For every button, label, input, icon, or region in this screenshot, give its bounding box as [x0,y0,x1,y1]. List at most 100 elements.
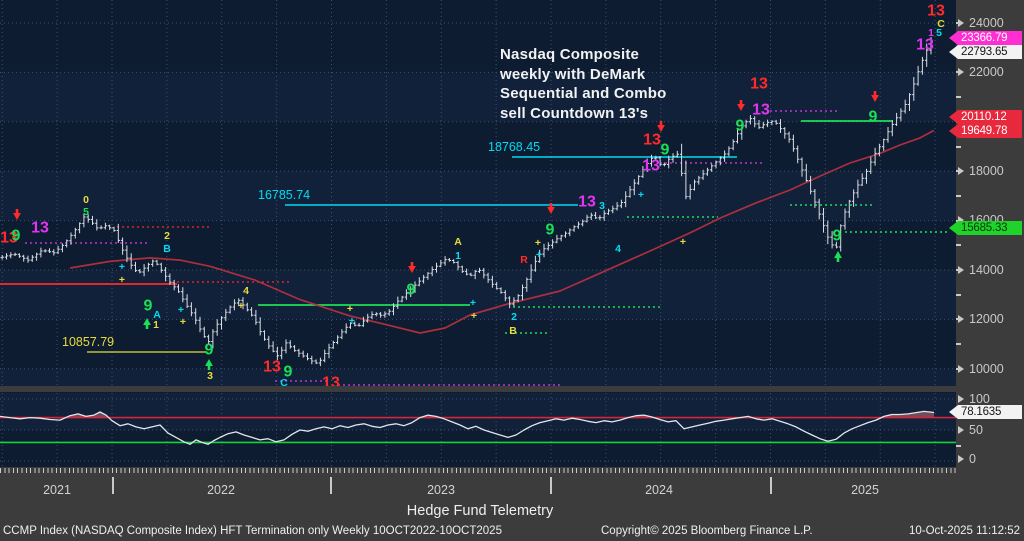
axis-tick-arrow-icon [958,68,964,76]
price-badge: 23366.79 [949,31,1022,45]
demark-count-label: + [471,310,477,322]
demark-count-label: 13 [927,3,945,20]
demark-count-label: 0 [83,194,89,206]
axis-tick-label: 12000 [958,312,1004,326]
price-chart-surface[interactable]: 18768.45 16785.74 10857.79 13 13 9 0 5 2 B + +9 A 1 + +… [0,0,956,467]
buy-arrow-icon [205,359,213,370]
demark-count-label: 1 [928,27,934,39]
demark-count-label: R [520,254,528,266]
demark-count-label: 9 [869,109,878,126]
background-bands [0,72,956,430]
sell-arrow-icon [871,91,879,102]
svg-text:16785.74: 16785.74 [258,188,310,202]
demark-count-label: + [180,316,186,328]
axis-tick-label: 10000 [958,362,1004,376]
sell-arrow-icon [657,121,665,132]
status-instrument-text: CCMP Index (NASDAQ Composite Index) HFT … [3,525,502,537]
demark-count-label: 9 [736,118,745,135]
gridlines [0,0,956,467]
axis-tick-text: 0 [969,452,976,466]
sell-arrow-icon [408,262,416,273]
demark-count-label: 1 [153,319,159,331]
demark-count-label: 13 [31,220,49,237]
status-bar: CCMP Index (NASDAQ Composite Index) HFT … [0,521,1024,541]
sell-arrow-icon [547,203,555,214]
axis-tick-arrow-icon [958,426,964,434]
demark-count-label: 9 [12,228,21,245]
axis-tick-label: 14000 [958,263,1004,277]
demark-count-label: 1 [455,250,461,262]
axis-tick-arrow-icon [958,216,964,224]
demark-count-label: 13 [643,132,661,149]
annotation-line: sell Countdown 13's [500,104,649,122]
x-axis-minor-ticks [0,468,956,473]
demark-count-label: 4 [615,243,621,255]
demark-level-lines [0,110,950,386]
demark-count-label: + [470,297,476,309]
demark-count-label: 13 [263,359,281,376]
axis-tick-arrow-icon [958,19,964,27]
demark-count-label: 13 [752,102,770,119]
axis-minor-tick [956,293,961,296]
demark-count-label: + [238,300,244,312]
demark-count-label: 4 [243,285,249,297]
price-badge: 20110.12 [949,110,1022,124]
axis-tick-label: 100 [958,392,990,406]
axis-tick-arrow-icon [958,455,964,463]
sell-arrow-icon [737,100,745,111]
price-badge: 19649.78 [949,124,1022,138]
axis-tick-text: 14000 [969,263,1004,277]
demark-count-label: 9 [205,342,214,359]
axis-tick-label: 24000 [958,16,1004,30]
demark-count-label: 9 [833,228,842,245]
level-value-labels: 18768.45 16785.74 10857.79 [62,140,540,349]
axis-minor-tick [956,444,961,447]
axis-tick-text: 100 [969,392,990,406]
demark-count-label: 13 [578,194,596,211]
annotation-line: Sequential and Combo [500,85,667,102]
demark-count-label: + [536,249,542,261]
year-label: 2025 [851,483,879,497]
demark-count-label: + [119,261,125,273]
axis-tick-text: 12000 [969,312,1004,326]
axis-tick-text: 10000 [969,362,1004,376]
annotation-line: weekly with DeMark [500,65,646,83]
demark-count-label: 13 [916,37,934,54]
annotation-line: Nasdaq Composite [500,46,640,63]
demark-count-label: + [347,303,353,315]
price-bars [0,37,933,367]
demark-count-label: 2 [511,311,517,323]
demark-count-label: B [163,243,171,255]
axis-tick-arrow-icon [958,365,964,373]
year-boundary-tick [770,477,772,494]
price-badge: 22793.65 [949,45,1022,59]
year-boundary-tick [330,477,332,494]
svg-text:18768.45: 18768.45 [488,140,540,154]
axis-tick-label: 0 [958,452,976,466]
axis-tick-arrow-icon [958,266,964,274]
demark-count-label: + [349,315,355,327]
svg-text:10857.79: 10857.79 [62,335,114,349]
demark-count-label: 3 [207,370,213,382]
demark-count-label: C [937,18,945,30]
axis-minor-tick [956,96,961,99]
axis-tick-arrow-icon [958,167,964,175]
axis-tick-text: 24000 [969,16,1004,30]
demark-count-label: 13 [0,230,18,247]
moving-average-line [69,129,935,334]
status-copyright: Copyright© 2025 Bloomberg Finance L.P. [601,525,813,537]
axis-tick-text: 50 [969,423,983,437]
year-boundary-tick [112,477,114,494]
axis-tick-label: 22000 [958,65,1004,79]
chart-annotation: Nasdaq Composite weekly with DeMark Sequ… [500,45,700,123]
chart-canvas: 18768.4516785.7410857.7913139052B++9A1++… [0,0,956,467]
demark-count-label: 5 [83,206,89,218]
axis-tick-text: 22000 [969,65,1004,79]
panel-divider [0,386,956,392]
demark-count-label: 5 [936,27,942,39]
demark-count-label: C [280,377,288,389]
demark-count-label: 9 [661,142,670,159]
demark-count-label: 9 [284,364,293,381]
